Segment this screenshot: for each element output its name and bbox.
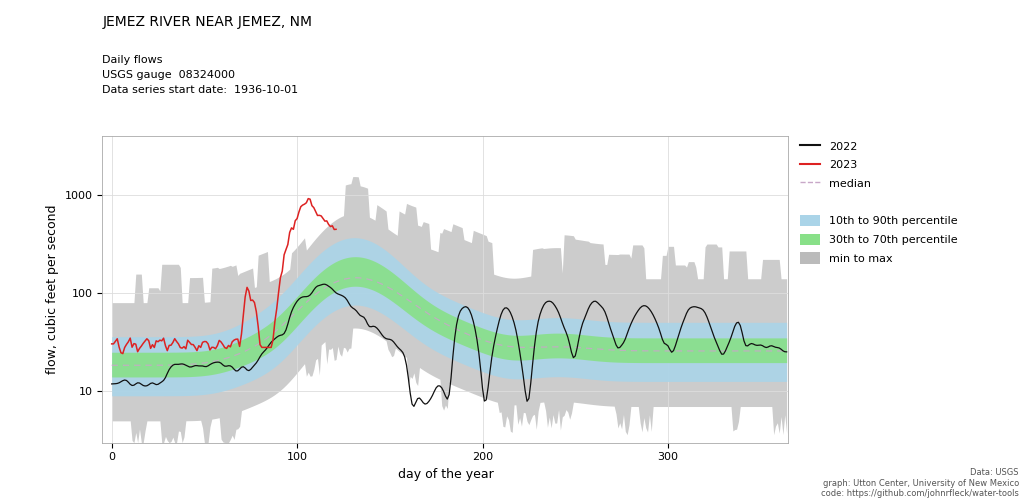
X-axis label: day of the year: day of the year	[397, 468, 494, 481]
Text: JEMEZ RIVER NEAR JEMEZ, NM: JEMEZ RIVER NEAR JEMEZ, NM	[102, 15, 312, 29]
Text: Data: USGS
graph: Utton Center, University of New Mexico
code: https://github.co: Data: USGS graph: Utton Center, Universi…	[821, 468, 1019, 498]
Y-axis label: flow, cubic feet per second: flow, cubic feet per second	[46, 205, 59, 374]
Text: Daily flows
USGS gauge  08324000
Data series start date:  1936-10-01: Daily flows USGS gauge 08324000 Data ser…	[102, 55, 299, 95]
Legend: 2022, 2023, median, , 10th to 90th percentile, 30th to 70th percentile, min to m: 2022, 2023, median, , 10th to 90th perce…	[796, 136, 962, 268]
